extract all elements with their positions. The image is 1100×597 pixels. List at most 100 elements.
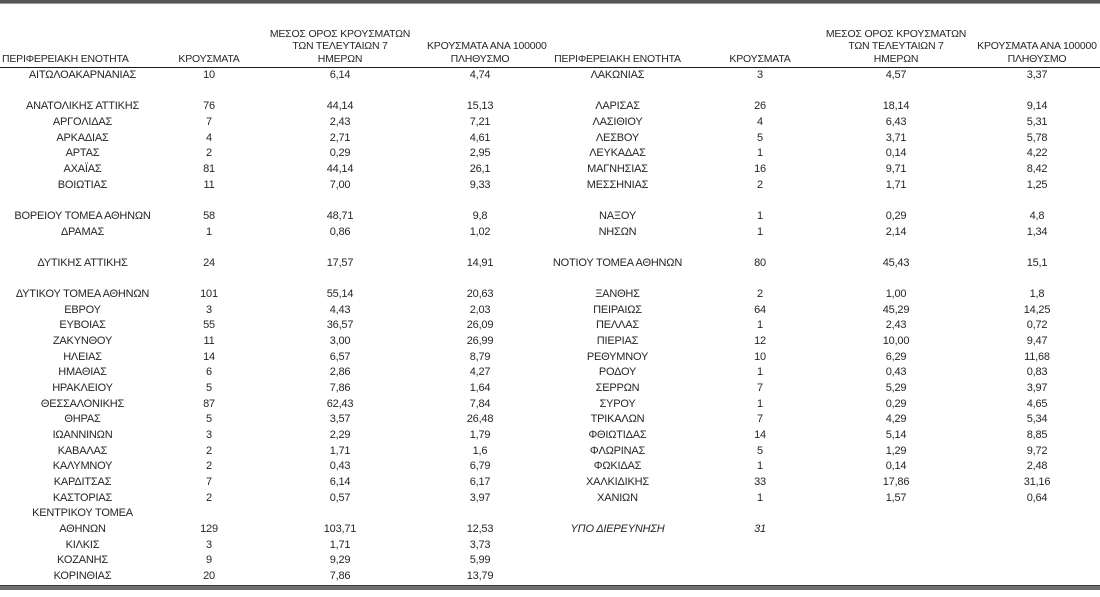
- left-per100k-cell: 4,61: [469, 131, 491, 144]
- left-cases-cell: 2: [206, 460, 212, 473]
- right-cases-cell: [702, 271, 818, 287]
- right-per100k-cell: 4,8: [1029, 209, 1045, 222]
- left-cases-cell: 2: [206, 444, 212, 457]
- left-region-cell: ΑΘΗΝΩΝ: [59, 522, 106, 535]
- bottom-border-rule: [0, 584, 1100, 590]
- left-cases-cell: 87: [203, 397, 215, 410]
- table-row: ΚΟΡΙΝΘΙΑΣ 20 7,86 13,79: [0, 569, 1100, 585]
- left-avg7-cell: 44,14: [326, 100, 354, 113]
- left-per100k-cell: 14,91: [466, 256, 494, 269]
- left-per100k-cell: 2,95: [469, 147, 491, 160]
- left-cases-cell: 9: [206, 554, 212, 567]
- table-row: ΕΥΒΟΙΑΣ 55 36,57 26,09 ΠΕΛΛΑΣ 1 2,43 0,72: [0, 318, 1100, 334]
- right-cases-cell: [702, 569, 818, 585]
- left-per100k-cell: 13,79: [466, 569, 494, 582]
- right-avg7-cell: [818, 84, 974, 100]
- right-avg7-cell: 1,00: [885, 288, 907, 301]
- left-avg7-cell: 3,57: [329, 413, 351, 426]
- right-region-cell: ΛΑΡΙΣΑΣ: [595, 100, 640, 113]
- table-header: ΠΕΡΙΦΕΡΕΙΑΚΗ ΕΝΟΤΗΤΑ ΚΡΟΥΣΜΑΤΑ ΜΕΣΟΣ ΟΡΟ…: [0, 4, 1100, 68]
- left-per100k-cell: 6,79: [469, 460, 491, 473]
- left-avg7-cell: 36,57: [326, 319, 354, 332]
- left-avg7-cell: [253, 84, 427, 100]
- left-cases-cell: [165, 240, 253, 256]
- left-per100k-cell: 3,97: [469, 491, 491, 504]
- right-cases-cell: 14: [754, 429, 766, 442]
- right-cases-cell: 1: [757, 225, 763, 238]
- right-region-cell: ΧΑΝΙΩΝ: [597, 491, 638, 504]
- right-per100k-cell: [974, 522, 1100, 538]
- right-region-cell: [533, 193, 702, 209]
- right-cases-cell: 1: [757, 460, 763, 473]
- table-row: ΚΕΝΤΡΙΚΟΥ ΤΟΜΕΑ: [0, 506, 1100, 522]
- left-cases-cell: 5: [206, 413, 212, 426]
- right-per100k-cell: 11,68: [1024, 350, 1050, 363]
- right-avg7-cell: 0,29: [885, 397, 907, 410]
- right-region-cell: ΡΟΔΟΥ: [598, 366, 637, 379]
- left-region-cell: ΚΑΛΥΜΝΟΥ: [52, 460, 113, 473]
- table-row: ΑΡΚΑΔΙΑΣ 4 2,71 4,61 ΛΕΣΒΟΥ 5 3,71 5,78: [0, 131, 1100, 147]
- right-avg7-cell: 6,43: [885, 115, 907, 128]
- right-cases-cell: 1: [757, 147, 763, 160]
- right-cases-cell: 1: [757, 366, 763, 379]
- table-body: ΑΙΤΩΛΟΑΚΑΡΝΑΝΙΑΣ 10 6,14 4,74 ΛΑΚΩΝΙΑΣ 3 4,57 3…: [0, 68, 1100, 585]
- right-avg7-cell: 0,14: [885, 147, 907, 160]
- right-per100k-cell: 3,37: [1026, 69, 1048, 81]
- left-per100k-cell: 26,99: [466, 335, 494, 348]
- left-per100k-cell: 4,27: [469, 366, 491, 379]
- left-avg7-cell: 2,71: [329, 131, 351, 144]
- table-row: [0, 84, 1100, 100]
- table-row: [0, 240, 1100, 256]
- right-per100k-cell: 0,83: [1026, 366, 1048, 379]
- right-region-cell: ΧΑΛΚΙΔΙΚΗΣ: [586, 476, 649, 488]
- left-avg7-cell: [253, 193, 427, 209]
- left-region-cell: ΔΥΤΙΚΗΣ ΑΤΤΙΚΗΣ: [37, 256, 128, 269]
- left-avg7-cell: 1,71: [329, 444, 351, 457]
- left-avg7-cell: 0,29: [329, 147, 351, 160]
- left-region-cell: ΔΡΑΜΑΣ: [60, 225, 105, 238]
- right-cases-cell: 26: [754, 100, 766, 113]
- right-region-cell: ΛΕΣΒΟΥ: [595, 131, 640, 144]
- left-region-cell: ΕΒΡΟΥ: [64, 303, 101, 316]
- left-per100k-cell: [427, 506, 533, 522]
- left-region-cell: ΚΑΡΔΙΤΣΑΣ: [53, 476, 112, 488]
- right-per100k-cell: [974, 506, 1100, 522]
- left-cases-cell: 7: [206, 476, 212, 488]
- right-cases-cell: [702, 506, 818, 522]
- right-per100k-cell: 9,47: [1026, 335, 1048, 348]
- left-per100k-cell: 1,64: [469, 382, 491, 395]
- right-cases-cell: 2: [757, 178, 763, 191]
- right-avg7-cell: 4,57: [885, 69, 907, 81]
- left-region-cell: ΙΩΑΝΝΙΝΩΝ: [52, 429, 113, 442]
- right-cases-cell: 5: [757, 131, 763, 144]
- right-region-cell: ΜΕΣΣΗΝΙΑΣ: [586, 178, 649, 191]
- right-avg7-cell: 1,57: [885, 491, 907, 504]
- left-region-cell: [0, 84, 165, 100]
- table-row: ΑΡΓΟΛΙΔΑΣ 7 2,43 7,21 ΛΑΣΙΘΙΟΥ 4 6,43 5,31: [0, 115, 1100, 131]
- left-avg7-cell: 4,43: [329, 303, 351, 316]
- header-left-per100k: ΚΡΟΥΣΜΑΤΑ ΑΝΑ 100000 ΠΛΗΘΥΣΜΟ: [427, 4, 547, 68]
- right-region-cell: ΡΕΘΥΜΝΟΥ: [586, 350, 649, 363]
- left-avg7-cell: 48,71: [326, 209, 354, 222]
- right-cases-cell: 31: [754, 522, 766, 535]
- right-per100k-cell: [974, 271, 1100, 287]
- right-avg7-cell: 17,86: [882, 476, 910, 488]
- left-cases-cell: 3: [206, 538, 212, 551]
- right-avg7-cell: 45,29: [882, 303, 910, 316]
- right-region-cell: [533, 553, 702, 569]
- left-region-cell: ΑΡΓΟΛΙΔΑΣ: [52, 115, 113, 128]
- left-per100k-cell: [427, 84, 533, 100]
- right-region-cell: [533, 240, 702, 256]
- left-per100k-cell: [427, 193, 533, 209]
- right-region-cell: ΠΕΙΡΑΙΩΣ: [593, 303, 642, 316]
- right-avg7-cell: 45,43: [882, 256, 910, 269]
- left-cases-cell: 7: [206, 115, 212, 128]
- left-region-cell: ΑΙΤΩΛΟΑΚΑΡΝΑΝΙΑΣ: [28, 69, 137, 81]
- left-per100k-cell: 12,53: [466, 522, 494, 535]
- left-avg7-cell: 2,43: [329, 115, 351, 128]
- table-row: ΘΗΡΑΣ 5 3,57 26,48 ΤΡΙΚΑΛΩΝ 7 4,29 5,34: [0, 412, 1100, 428]
- right-region-cell: ΦΩΚΙΔΑΣ: [593, 460, 642, 473]
- left-cases-cell: 4: [206, 131, 212, 144]
- right-per100k-cell: 5,34: [1026, 413, 1048, 426]
- left-per100k-cell: 26,09: [466, 319, 494, 332]
